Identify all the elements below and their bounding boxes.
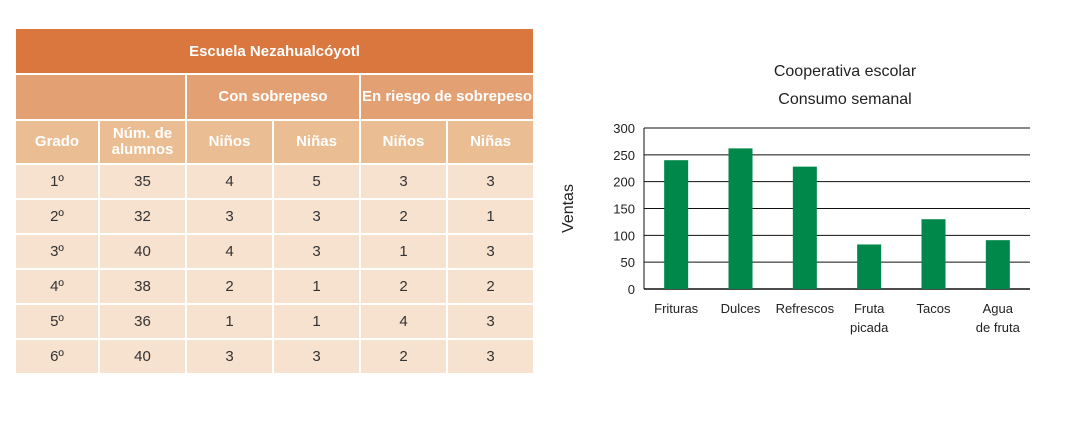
table-cell: 35 (98, 163, 187, 200)
table-cell: 3 (185, 338, 274, 375)
table-row: 4º 38 2 1 2 2 (14, 268, 536, 305)
column-header-grado: Grado (14, 119, 100, 165)
y-tick-label: 300 (613, 121, 635, 136)
chart-subtitle: Consumo semanal (778, 91, 912, 108)
x-tick-label: Agua (983, 301, 1014, 316)
table-cell: 1º (14, 163, 100, 200)
x-tick-label: Frituras (654, 301, 699, 316)
table-row: 3º 40 4 3 1 3 (14, 233, 536, 270)
column-header-alumnos: Núm. de alumnos (98, 119, 187, 165)
table-cell: 2 (359, 198, 448, 235)
x-tick-label: picada (850, 320, 889, 335)
table-cell: 38 (98, 268, 187, 305)
y-tick-label: 150 (613, 202, 635, 217)
table-cell: 36 (98, 303, 187, 340)
table-row: 6º 40 3 3 2 3 (14, 338, 536, 375)
table-cell: 3 (185, 198, 274, 235)
chart-plot: 0 50 100 150 200 250 300 Ventas Frituras Dulces Re… (560, 121, 1030, 335)
x-tick-label: de fruta (976, 320, 1021, 335)
table-cell: 2º (14, 198, 100, 235)
y-tick-label: 100 (613, 228, 635, 243)
bar (664, 160, 689, 289)
x-tick-label: Tacos (917, 301, 951, 316)
data-table: Escuela Nezahualcóyotl Con sobrepeso En … (13, 27, 536, 375)
table-cell: 4 (185, 163, 274, 200)
table-row: 2º 32 3 3 2 1 (14, 198, 536, 235)
table-cell: 40 (98, 233, 187, 270)
bar (857, 244, 882, 289)
table-cell: 5º (14, 303, 100, 340)
table-cell: 5 (272, 163, 361, 200)
table-cell: 1 (445, 198, 536, 235)
table-cell: 1 (359, 233, 448, 270)
bar-chart: Cooperativa escolar Consumo semanal 0 50 1… (550, 55, 1060, 355)
table-group-con-sobrepeso: Con sobrepeso (185, 73, 361, 121)
table-cell: 3 (445, 338, 536, 375)
table-cell: 3 (359, 163, 448, 200)
column-header-ninas-sobrepeso: Niñas (272, 119, 361, 165)
table-cell: 1 (272, 268, 361, 305)
table-cell: 32 (98, 198, 187, 235)
y-tick-label: 0 (628, 282, 635, 297)
table-cell: 4º (14, 268, 100, 305)
bar (985, 240, 1010, 289)
bar (921, 219, 946, 289)
table-cell: 4 (359, 303, 448, 340)
x-tick-label: Dulces (721, 301, 761, 316)
table-cell: 3 (445, 303, 536, 340)
table-cell: 3 (272, 198, 361, 235)
table-group-empty (14, 73, 187, 121)
y-tick-label: 250 (613, 148, 635, 163)
table-cell: 1 (185, 303, 274, 340)
table-title: Escuela Nezahualcóyotl (13, 27, 536, 75)
table-cell: 4 (185, 233, 274, 270)
y-axis-label: Ventas (560, 184, 577, 233)
table-group-en-riesgo: En riesgo de sobrepeso (358, 73, 536, 121)
table-cell: 3 (445, 163, 536, 200)
x-tick-label: Fruta (854, 301, 885, 316)
table-cell: 1 (272, 303, 361, 340)
chart-title: Cooperativa escolar (773, 63, 917, 80)
table-cell: 2 (359, 338, 448, 375)
column-header-ninos-sobrepeso: Niños (185, 119, 274, 165)
x-tick-label: Refrescos (776, 301, 835, 316)
table-cell: 3 (445, 233, 536, 270)
bar (728, 148, 753, 289)
bar (792, 166, 817, 289)
table-row: 5º 36 1 1 4 3 (14, 303, 536, 340)
table-cell: 2 (185, 268, 274, 305)
table-cell: 40 (98, 338, 187, 375)
table-cell: 2 (359, 268, 448, 305)
table-cell: 6º (14, 338, 100, 375)
table-cell: 3 (272, 233, 361, 270)
y-tick-label: 200 (613, 175, 635, 190)
table-cell: 2 (445, 268, 536, 305)
column-header-ninas-riesgo: Niñas (445, 119, 536, 165)
y-tick-label: 50 (621, 255, 635, 270)
table-cell: 3º (14, 233, 100, 270)
column-header-ninos-riesgo: Niños (359, 119, 448, 165)
table-cell: 3 (272, 338, 361, 375)
table-row: 1º 35 4 5 3 3 (14, 163, 536, 200)
